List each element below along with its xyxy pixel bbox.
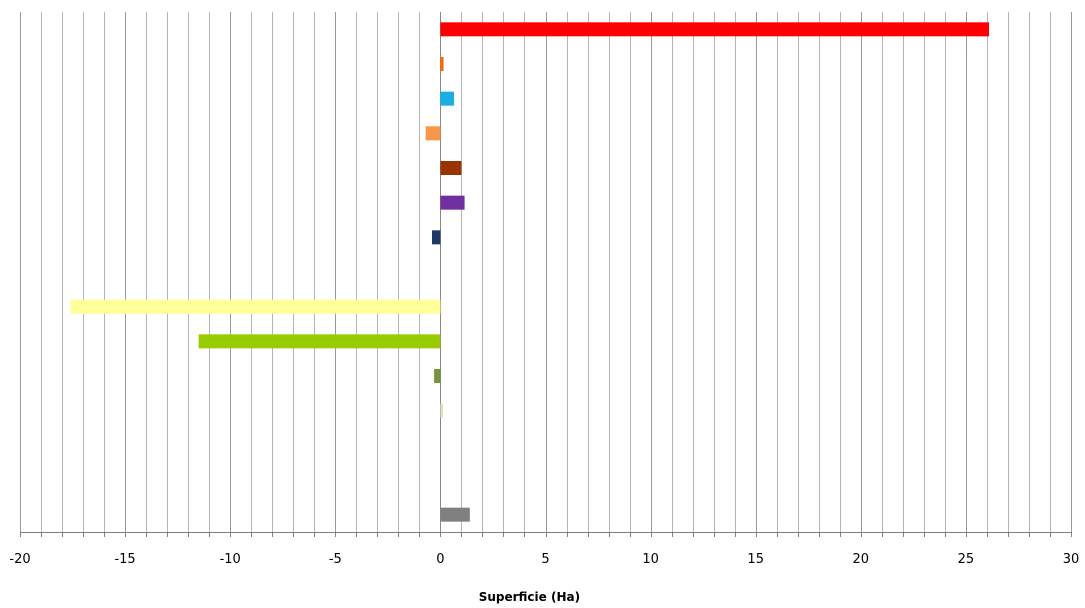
- bars-group: [70, 22, 990, 522]
- bar-4: [440, 161, 462, 175]
- bar-6: [431, 230, 441, 245]
- grid-lines: [20, 12, 1072, 532]
- bar-2: [440, 91, 455, 106]
- x-tick-label: 5: [541, 552, 549, 567]
- x-tick-label: 25: [958, 552, 975, 567]
- x-tick-label: 20: [853, 552, 870, 567]
- x-tick-labels: -20 -15 -10 -5 0 5 10 15 20 25 30: [9, 552, 1079, 567]
- bar-5: [440, 195, 465, 210]
- x-tick-label: 30: [1063, 552, 1080, 567]
- x-axis: [20, 532, 1072, 537]
- bar-10: [440, 403, 443, 418]
- bar-8: [198, 334, 441, 349]
- x-tick-label: -5: [329, 552, 342, 567]
- bar-1: [440, 57, 444, 71]
- x-tick-label: -20: [9, 552, 30, 567]
- x-tick-label: -15: [114, 552, 135, 567]
- x-tick-label: 0: [436, 552, 444, 567]
- bar-11: [440, 507, 470, 522]
- x-tick-label: 15: [747, 552, 764, 567]
- bar-9: [434, 369, 441, 383]
- bar-7: [70, 299, 441, 314]
- x-tick-label: -10: [220, 552, 241, 567]
- x-tick-label: 10: [642, 552, 659, 567]
- x-axis-title: Superficie (Ha): [479, 590, 580, 604]
- bar-3: [425, 126, 441, 141]
- bar-0: [440, 22, 990, 37]
